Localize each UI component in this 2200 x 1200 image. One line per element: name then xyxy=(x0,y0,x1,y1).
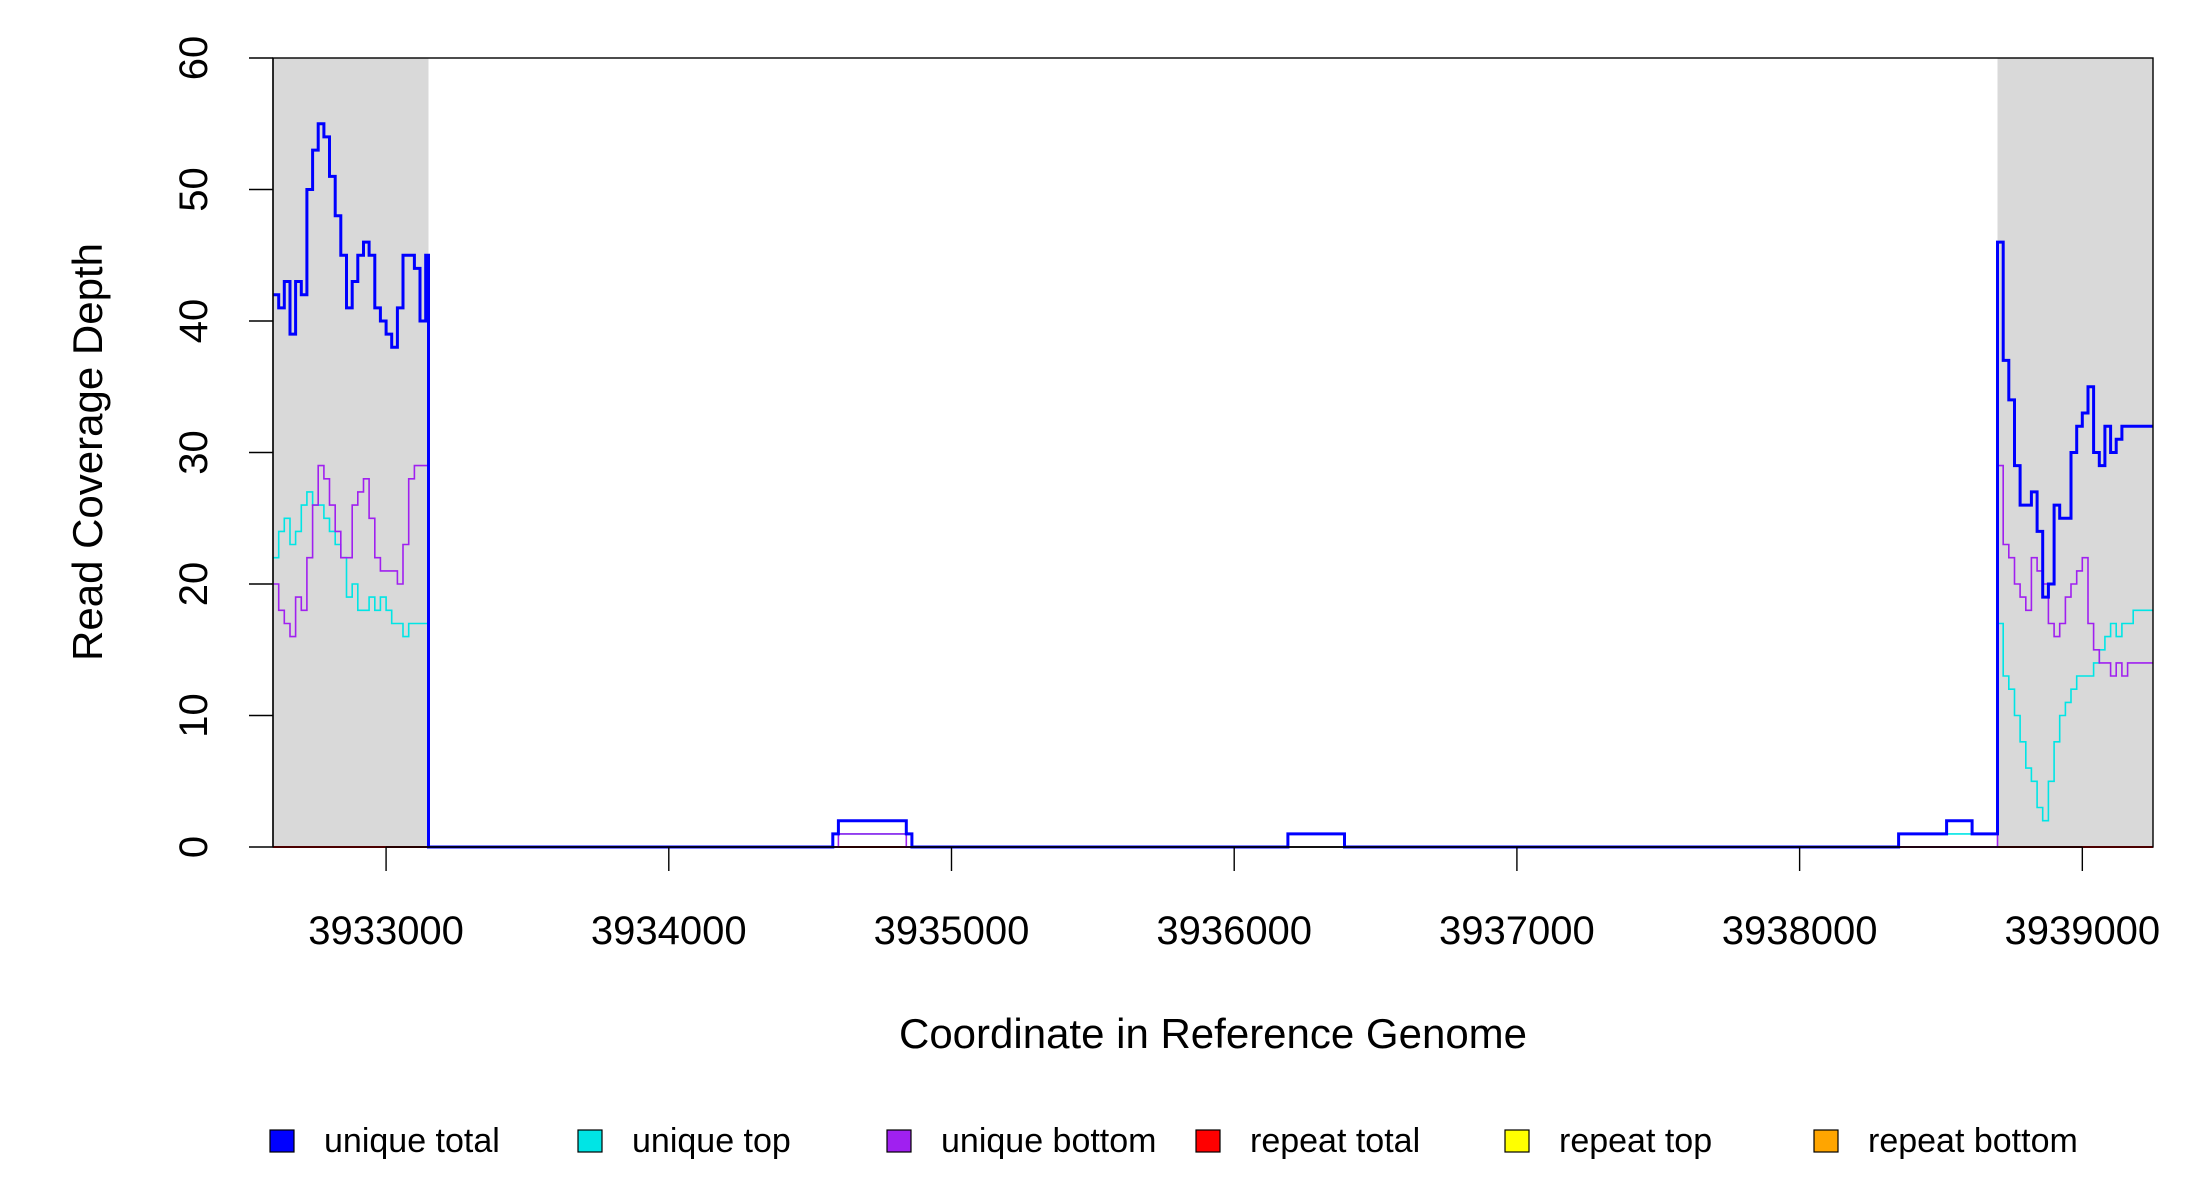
shaded-region-1 xyxy=(273,58,429,847)
shaded-regions xyxy=(273,58,2153,847)
y-tick-label: 30 xyxy=(172,430,216,475)
series-line-unique-top xyxy=(273,491,2153,848)
legend-swatch-unique-top xyxy=(577,1129,603,1153)
legend-label-repeat-top: repeat top xyxy=(1559,1122,1712,1160)
legend-swatch-unique-bottom xyxy=(886,1129,912,1153)
legend-label-unique-total: unique total xyxy=(324,1122,500,1160)
legend-label-repeat-total: repeat total xyxy=(1250,1122,1420,1160)
x-tick-label: 3933000 xyxy=(308,909,464,953)
y-tick-label: 20 xyxy=(172,562,216,607)
x-axis-label: Coordinate in Reference Genome xyxy=(899,1010,1527,1057)
x-tick-label: 3937000 xyxy=(1439,909,1595,953)
y-axis: 0 10 20 30 40 50 60 xyxy=(172,36,274,858)
x-tick-label: 3939000 xyxy=(2004,909,2160,953)
legend-label-unique-bottom: unique bottom xyxy=(941,1122,1157,1160)
x-tick-label: 3936000 xyxy=(1156,909,1312,953)
plot-frame xyxy=(272,57,2154,848)
legend-swatch-repeat-total xyxy=(1195,1129,1221,1153)
series-line-unique-bottom xyxy=(273,464,2153,848)
y-tick-label: 10 xyxy=(172,693,216,738)
series-line-unique-total xyxy=(273,122,2153,849)
legend-swatch-unique-total xyxy=(269,1129,295,1153)
y-tick-label: 60 xyxy=(172,36,216,81)
y-axis-label: Read Coverage Depth xyxy=(64,243,111,661)
legend-swatch-repeat-top xyxy=(1504,1129,1530,1153)
x-tick-label: 3935000 xyxy=(874,909,1030,953)
legend: unique total unique top unique bottom repea… xyxy=(269,1122,2078,1160)
legend-label-unique-top: unique top xyxy=(632,1122,791,1160)
x-axis: 3933000 3934000 3935000 3936000 3937000 39380… xyxy=(308,846,2160,953)
y-tick-label: 0 xyxy=(172,836,216,858)
legend-label-repeat-bottom: repeat bottom xyxy=(1868,1122,2078,1160)
y-tick-label: 40 xyxy=(172,299,216,344)
series-lines xyxy=(273,122,2153,849)
y-tick-label: 50 xyxy=(172,167,216,212)
x-tick-label: 3938000 xyxy=(1722,909,1878,953)
legend-swatch-repeat-bottom xyxy=(1813,1129,1839,1153)
x-tick-label: 3934000 xyxy=(591,909,747,953)
